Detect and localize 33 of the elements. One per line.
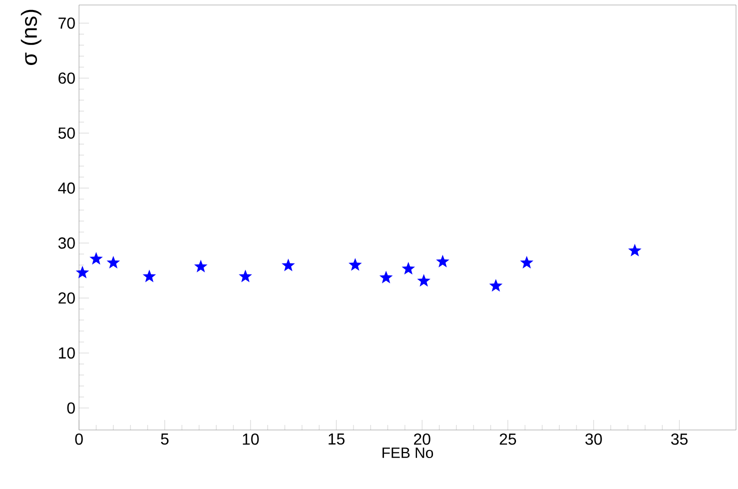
y-tick-label: 40 — [58, 182, 75, 194]
point — [238, 270, 252, 282]
y-tick-label: 0 — [67, 402, 75, 414]
y-tick-label: 20 — [58, 292, 75, 304]
point — [142, 270, 156, 282]
y-axis-title: σ (ns) — [20, 10, 42, 65]
x-tick-label: 5 — [160, 434, 169, 445]
point — [520, 256, 534, 269]
point — [106, 256, 120, 269]
x-tick-label: 15 — [328, 434, 345, 445]
point — [76, 266, 90, 278]
point — [417, 274, 430, 287]
point — [402, 262, 416, 275]
y-tick-label: 60 — [58, 72, 75, 84]
point — [194, 260, 208, 272]
y-tick-label: 30 — [58, 237, 75, 249]
point — [436, 254, 450, 268]
point — [282, 258, 295, 272]
point — [489, 278, 503, 292]
x-tick-label: 25 — [500, 434, 516, 445]
x-tick-label: 0 — [75, 434, 83, 445]
x-tick-label: 20 — [414, 434, 430, 445]
y-tick-label: 50 — [58, 127, 75, 139]
x-axis-title: FEB No — [382, 448, 434, 458]
x-tick-label: 30 — [585, 434, 602, 445]
point — [348, 258, 362, 271]
y-tick-label: 10 — [58, 347, 75, 359]
x-tick-label: 35 — [671, 434, 688, 445]
point — [379, 270, 393, 284]
point — [90, 252, 103, 265]
point — [628, 244, 642, 256]
y-tick-label: 70 — [58, 17, 75, 29]
x-tick-label: 10 — [242, 434, 259, 445]
